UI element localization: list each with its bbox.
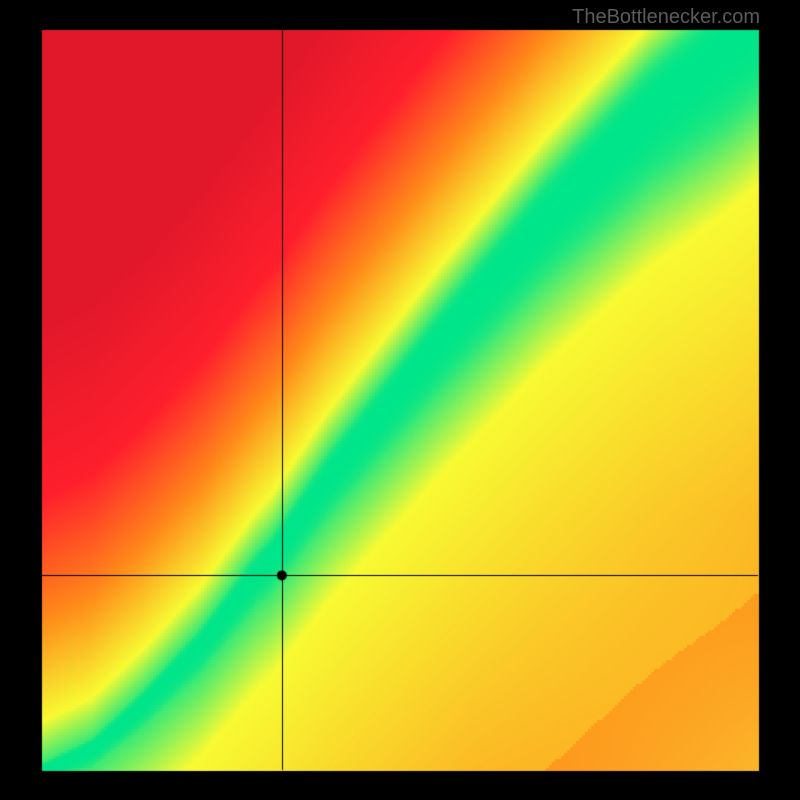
bottleneck-heatmap: [0, 0, 800, 800]
watermark-text: TheBottlenecker.com: [572, 6, 760, 29]
